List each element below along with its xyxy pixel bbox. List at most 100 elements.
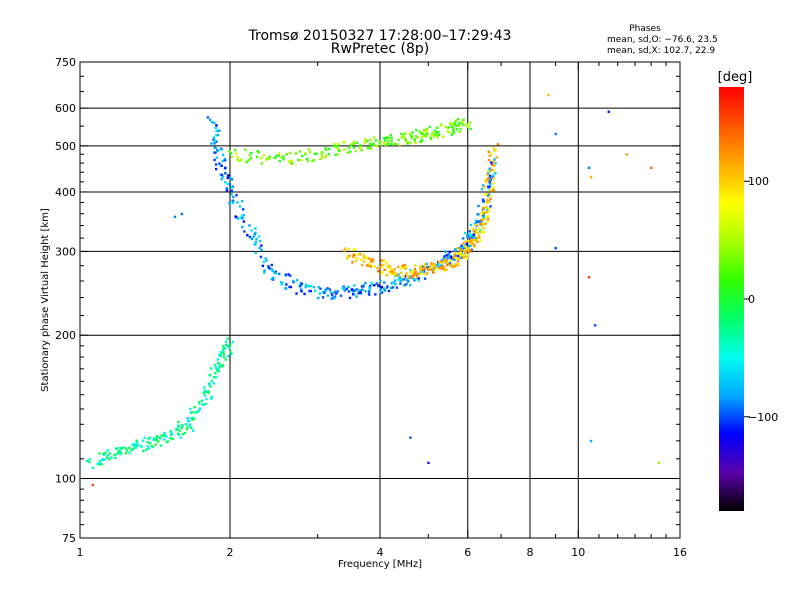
data-point xyxy=(224,343,228,346)
data-point xyxy=(236,201,239,204)
data-point xyxy=(472,240,475,243)
data-point xyxy=(433,263,436,266)
data-point xyxy=(411,274,414,277)
data-point xyxy=(210,395,214,399)
data-point xyxy=(486,194,490,197)
data-point xyxy=(221,159,224,163)
data-point xyxy=(393,268,396,271)
data-point xyxy=(357,291,360,295)
data-point xyxy=(480,187,484,191)
data-point xyxy=(466,249,470,253)
data-point xyxy=(354,253,358,256)
data-point xyxy=(471,242,475,245)
data-point xyxy=(343,247,347,250)
data-point xyxy=(278,159,281,163)
data-point xyxy=(484,178,487,182)
data-point xyxy=(442,266,446,269)
data-point xyxy=(467,239,470,243)
data-point xyxy=(389,286,393,290)
data-point xyxy=(470,248,473,251)
data-point xyxy=(250,229,253,232)
data-point xyxy=(492,189,496,192)
data-point xyxy=(415,128,418,132)
data-point xyxy=(443,250,447,253)
data-point xyxy=(324,154,328,157)
data-point xyxy=(397,265,400,269)
data-point xyxy=(362,260,366,263)
data-point xyxy=(197,409,200,413)
data-point-isolated xyxy=(657,461,661,465)
data-point xyxy=(382,137,386,140)
data-point xyxy=(485,192,488,196)
data-point xyxy=(317,286,321,289)
data-point xyxy=(345,257,349,260)
data-point xyxy=(419,269,423,272)
data-point xyxy=(407,280,410,283)
data-point xyxy=(139,444,143,448)
data-point xyxy=(480,220,484,223)
data-point xyxy=(240,215,244,218)
data-point xyxy=(155,438,158,442)
data-point xyxy=(470,234,473,237)
y-tick-label: 500 xyxy=(55,140,76,153)
data-point xyxy=(361,288,364,291)
data-point xyxy=(395,274,399,277)
data-point xyxy=(218,362,221,365)
data-point xyxy=(228,183,232,186)
data-point xyxy=(466,234,469,238)
data-point xyxy=(441,267,445,271)
data-point xyxy=(239,217,242,220)
data-point xyxy=(477,228,481,231)
data-point xyxy=(378,141,381,144)
data-point xyxy=(397,138,400,142)
data-point xyxy=(425,127,428,131)
data-point xyxy=(482,226,486,230)
data-point xyxy=(300,159,303,162)
data-point xyxy=(406,142,409,145)
data-point xyxy=(324,148,328,152)
data-point xyxy=(494,162,497,165)
data-point xyxy=(492,174,495,177)
data-point xyxy=(464,245,467,248)
data-point xyxy=(461,254,464,257)
data-point xyxy=(476,240,479,244)
data-point xyxy=(419,131,422,135)
data-point xyxy=(487,207,491,211)
data-point xyxy=(108,452,111,455)
data-point xyxy=(482,209,486,213)
data-point xyxy=(481,198,485,201)
data-point xyxy=(360,148,363,152)
data-point xyxy=(371,258,375,261)
data-point xyxy=(465,254,469,257)
data-point xyxy=(469,238,473,242)
data-point xyxy=(434,133,437,137)
data-point xyxy=(258,246,261,250)
data-point xyxy=(462,245,465,249)
data-point xyxy=(369,260,373,263)
data-point xyxy=(433,129,436,132)
data-point xyxy=(450,125,454,129)
data-point xyxy=(260,244,263,247)
data-point xyxy=(335,146,338,149)
data-point xyxy=(133,443,136,446)
x-tick-label: 1 xyxy=(77,546,84,559)
data-point xyxy=(358,252,361,256)
data-point xyxy=(159,444,163,447)
data-point xyxy=(373,265,376,268)
data-point xyxy=(479,239,482,242)
data-point xyxy=(394,275,397,278)
data-point xyxy=(352,146,356,149)
data-point xyxy=(459,251,462,254)
data-point xyxy=(369,142,372,146)
data-point xyxy=(363,141,366,144)
data-point xyxy=(223,180,227,184)
data-point xyxy=(300,290,303,293)
data-point xyxy=(272,276,275,280)
data-point xyxy=(125,449,129,452)
data-point xyxy=(232,200,235,203)
data-point xyxy=(474,219,478,222)
data-point xyxy=(401,135,404,138)
data-point xyxy=(416,136,419,139)
data-point xyxy=(444,268,447,271)
data-point xyxy=(492,146,496,150)
